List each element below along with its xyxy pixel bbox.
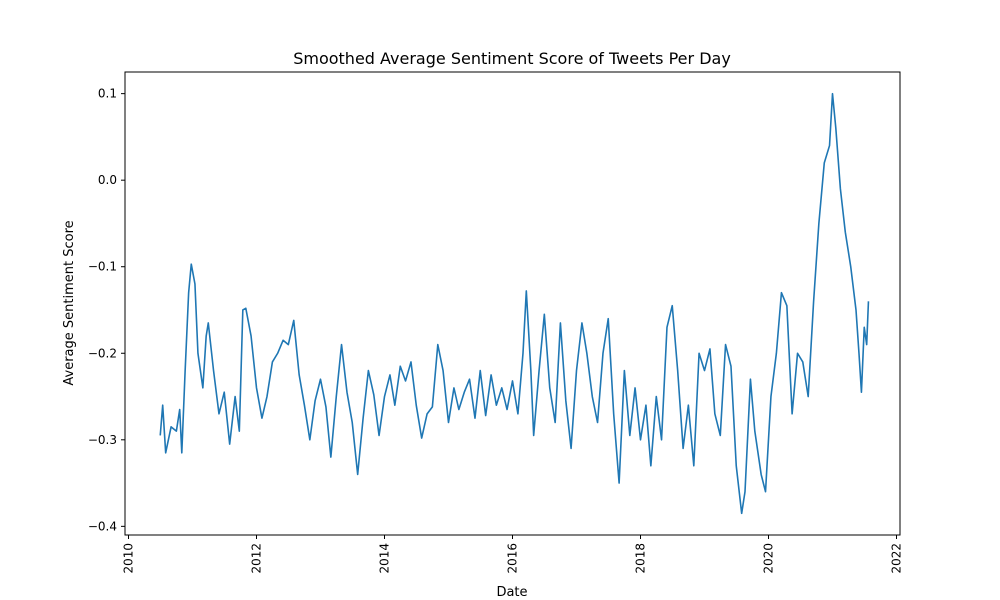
chart-title: Smoothed Average Sentiment Score of Twee… <box>293 49 731 68</box>
plot-frame <box>124 71 901 536</box>
y-tick-label: 0.1 <box>98 87 117 101</box>
y-tick-label: −0.2 <box>88 346 117 360</box>
y-axis-label: Average Sentiment Score <box>62 220 77 385</box>
x-axis: 2010 2012 2014 2016 2018 2020 2022 <box>122 535 904 574</box>
y-tick-label: 0.0 <box>98 173 117 187</box>
y-axis: 0.1 0.0 −0.1 −0.2 −0.3 −0.4 <box>88 87 125 533</box>
series-line <box>159 92 870 515</box>
x-tick-label: 2022 <box>890 543 904 574</box>
x-tick-label: 2020 <box>762 543 776 574</box>
y-tick-label: −0.3 <box>88 433 117 447</box>
y-tick-label: −0.1 <box>88 260 117 274</box>
x-tick-label: 2016 <box>506 543 520 574</box>
x-tick-label: 2012 <box>250 543 264 574</box>
y-tick-label: −0.4 <box>88 519 117 533</box>
x-tick-label: 2014 <box>378 543 392 574</box>
x-axis-label: Date <box>496 585 527 600</box>
x-tick-label: 2010 <box>122 543 136 574</box>
x-tick-label: 2018 <box>634 543 648 574</box>
